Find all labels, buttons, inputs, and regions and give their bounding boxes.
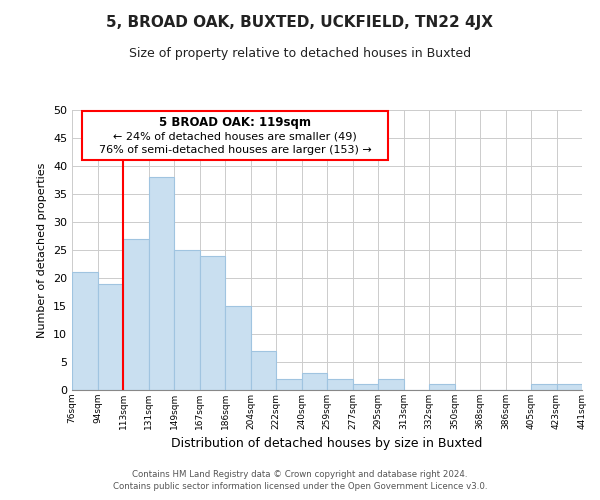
Bar: [72, 272, 97, 390]
Bar: [327, 379, 353, 390]
Bar: [378, 379, 404, 390]
Bar: [531, 384, 557, 390]
Bar: [429, 384, 455, 390]
Bar: [276, 379, 302, 390]
Text: Size of property relative to detached houses in Buxted: Size of property relative to detached ho…: [129, 48, 471, 60]
Text: ← 24% of detached houses are smaller (49): ← 24% of detached houses are smaller (49…: [113, 131, 357, 141]
Bar: [174, 250, 199, 390]
Bar: [149, 177, 174, 390]
Bar: [353, 384, 378, 390]
Bar: [302, 373, 327, 390]
X-axis label: Distribution of detached houses by size in Buxted: Distribution of detached houses by size …: [172, 438, 482, 450]
Bar: [123, 239, 149, 390]
Text: Contains public sector information licensed under the Open Government Licence v3: Contains public sector information licen…: [113, 482, 487, 491]
Text: 76% of semi-detached houses are larger (153) →: 76% of semi-detached houses are larger (…: [99, 145, 371, 155]
Bar: [225, 306, 251, 390]
Text: Contains HM Land Registry data © Crown copyright and database right 2024.: Contains HM Land Registry data © Crown c…: [132, 470, 468, 479]
Text: 5, BROAD OAK, BUXTED, UCKFIELD, TN22 4JX: 5, BROAD OAK, BUXTED, UCKFIELD, TN22 4JX: [107, 15, 493, 30]
Bar: [97, 284, 123, 390]
Bar: [557, 384, 582, 390]
FancyBboxPatch shape: [82, 112, 388, 160]
Bar: [199, 256, 225, 390]
Bar: [251, 351, 276, 390]
Y-axis label: Number of detached properties: Number of detached properties: [37, 162, 47, 338]
Text: 5 BROAD OAK: 119sqm: 5 BROAD OAK: 119sqm: [159, 116, 311, 128]
